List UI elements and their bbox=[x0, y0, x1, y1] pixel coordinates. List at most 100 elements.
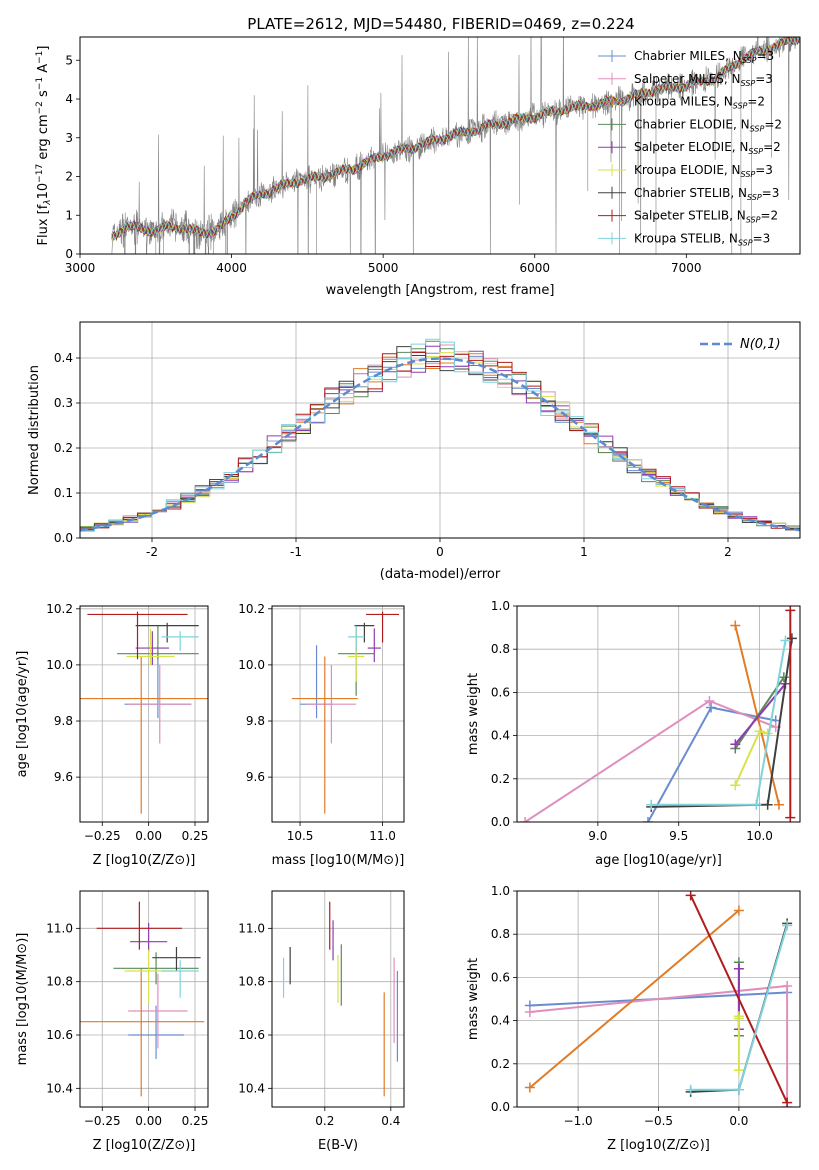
x-axis-label: Z [log10(Z/Z⊙)] bbox=[93, 853, 196, 868]
x-tick-label: 3000 bbox=[65, 261, 96, 275]
x-axis-label: Z [log10(Z/Z⊙)] bbox=[607, 1138, 710, 1153]
legend-nssp: =2 bbox=[747, 95, 765, 109]
weight-marker-8 bbox=[646, 799, 657, 810]
weight-marker-5 bbox=[754, 726, 765, 737]
y-tick-label: 0.3 bbox=[54, 396, 73, 410]
y-axis-label: Normed distribution bbox=[27, 365, 42, 495]
y-tick-label: 0.0 bbox=[491, 815, 510, 829]
y-tick-label: 5 bbox=[65, 53, 73, 67]
legend-n: N bbox=[741, 117, 750, 131]
axes-frame bbox=[271, 890, 405, 1108]
x-tick-label: 0.0 bbox=[729, 1114, 748, 1128]
x-tick-label: 0.00 bbox=[135, 1114, 162, 1128]
legend-sub: SSP bbox=[733, 102, 748, 111]
y-tick-label: 0.2 bbox=[491, 772, 510, 786]
axes-frame bbox=[516, 890, 801, 1108]
legend-label-0: Chabrier MILES, NSSP=3 bbox=[634, 49, 774, 65]
weight-marker-8 bbox=[751, 799, 762, 810]
y-axis-label-part: 10 bbox=[36, 183, 51, 200]
age_vs_Z-panel: −0.25 0.00 0.25 9.6 9.8 10.0 10.2 Z [log10(Z/Z⊙… bbox=[15, 602, 209, 868]
y-tick-label: 10.4 bbox=[46, 1081, 73, 1095]
weight-marker-2 bbox=[730, 620, 741, 631]
legend-model-name: Chabrier ELODIE, bbox=[634, 117, 741, 131]
weight-line-4 bbox=[734, 683, 787, 745]
histogram-7 bbox=[80, 352, 800, 531]
y-axis-label-part: −1 bbox=[35, 51, 45, 64]
x-axis-label: age [log10(age/yr)] bbox=[595, 853, 722, 868]
legend-label-8: Kroupa STELIB, NSSP=3 bbox=[634, 231, 770, 247]
axes-frame bbox=[271, 605, 405, 823]
legend-n: N bbox=[737, 209, 746, 223]
legend-sub: SSP bbox=[738, 238, 753, 247]
legend-nssp: =3 bbox=[755, 72, 773, 86]
axes-frame bbox=[79, 890, 209, 1108]
weight-marker-7 bbox=[785, 606, 796, 616]
mass_vs_Z-plot-area bbox=[80, 901, 205, 1097]
legend-model-name: Kroupa ELODIE, bbox=[634, 163, 732, 177]
weight-marker-0 bbox=[706, 702, 717, 713]
y-tick-label: 9.8 bbox=[246, 714, 265, 728]
y-tick-label: 0.2 bbox=[491, 1057, 510, 1071]
observed-spectrum bbox=[111, 37, 800, 254]
legend-label-2: Kroupa MILES, NSSP=2 bbox=[634, 95, 765, 111]
weight_vs_age-plot-area bbox=[520, 606, 797, 822]
x-tick-label: 1 bbox=[580, 545, 588, 559]
legend-n: N bbox=[733, 49, 742, 63]
weight-marker-2 bbox=[733, 905, 744, 916]
y-axis-label: mass weight bbox=[466, 673, 481, 755]
weight-marker-1 bbox=[782, 981, 793, 992]
weight-marker-0 bbox=[642, 817, 653, 822]
legend-nssp: =3 bbox=[753, 231, 771, 245]
y-tick-label: 10.0 bbox=[238, 658, 265, 672]
weight-marker-6 bbox=[786, 633, 797, 644]
legend-sub: SSP bbox=[746, 216, 761, 225]
figure-title: PLATE=2612, MJD=54480, FIBERID=0469, z=0… bbox=[247, 15, 634, 33]
legend-model-name: Salpeter MILES, bbox=[634, 72, 732, 86]
weight-marker-8 bbox=[685, 1084, 696, 1095]
mass_vs_Z-grid bbox=[80, 891, 208, 1107]
y-tick-label: 0.0 bbox=[491, 1100, 510, 1114]
weight-marker-7 bbox=[785, 812, 796, 822]
weight-marker-8 bbox=[780, 635, 791, 646]
legend-n: N bbox=[739, 140, 748, 154]
spectrum-panel: 3000 4000 5000 6000 7000 0 1 2 3 4 5 wavelength [An… bbox=[35, 36, 801, 298]
y-tick-label: 0.6 bbox=[491, 970, 510, 984]
y-tick-label: 0.8 bbox=[491, 642, 510, 656]
y-axis-label-part: s bbox=[36, 90, 51, 101]
legend-n: N bbox=[732, 163, 741, 177]
weight-line-3 bbox=[734, 676, 785, 750]
legend-model-name: Chabrier STELIB, bbox=[634, 186, 738, 200]
weight-marker-7 bbox=[685, 891, 696, 901]
y-axis-label-part: A bbox=[36, 64, 51, 77]
x-tick-label: 6000 bbox=[519, 261, 550, 275]
y-tick-label: 0 bbox=[65, 247, 73, 261]
x-tick-label: 4000 bbox=[216, 261, 247, 275]
y-tick-label: 10.2 bbox=[238, 602, 265, 616]
weight-marker-8 bbox=[733, 1084, 744, 1095]
weight-marker-1 bbox=[524, 1006, 535, 1017]
x-tick-label: 0.2 bbox=[315, 1114, 334, 1128]
legend-n: N bbox=[738, 186, 747, 200]
y-tick-label: 10.8 bbox=[46, 975, 73, 989]
y-tick-label: 1.0 bbox=[491, 599, 510, 613]
legend-gaussian-label: N(0,1) bbox=[740, 337, 781, 352]
legend-model-name: Salpeter STELIB, bbox=[634, 209, 737, 223]
legend-nssp: =2 bbox=[764, 117, 782, 131]
legend-label-7: Salpeter STELIB, NSSP=2 bbox=[634, 209, 778, 225]
gaussian-curve bbox=[80, 357, 800, 532]
age_vs_Z-grid bbox=[80, 606, 208, 822]
legend-nssp: =3 bbox=[762, 186, 780, 200]
residuals-panel: -2 -1 0 1 2 0.0 0.1 0.2 0.3 0.4 (data-model)/error… bbox=[27, 321, 801, 582]
model-spectrum-6 bbox=[111, 37, 800, 239]
x-tick-label: 0.25 bbox=[182, 829, 209, 843]
histogram-5 bbox=[80, 351, 800, 528]
y-axis-label-part: −1 bbox=[35, 77, 45, 90]
legend-label-6: Chabrier STELIB, NSSP=3 bbox=[634, 186, 779, 202]
histogram-8 bbox=[80, 338, 800, 532]
y-axis-label: Flux [fλ10−17 erg cm−2 s−1 A−1] bbox=[35, 46, 53, 246]
legend-sub: SSP bbox=[742, 56, 757, 65]
x-axis-label: Z [log10(Z/Z⊙)] bbox=[93, 1138, 196, 1153]
y-tick-label: 11.0 bbox=[46, 921, 73, 935]
y-axis-label: mass [log10(M/M⊙)] bbox=[15, 933, 30, 1066]
